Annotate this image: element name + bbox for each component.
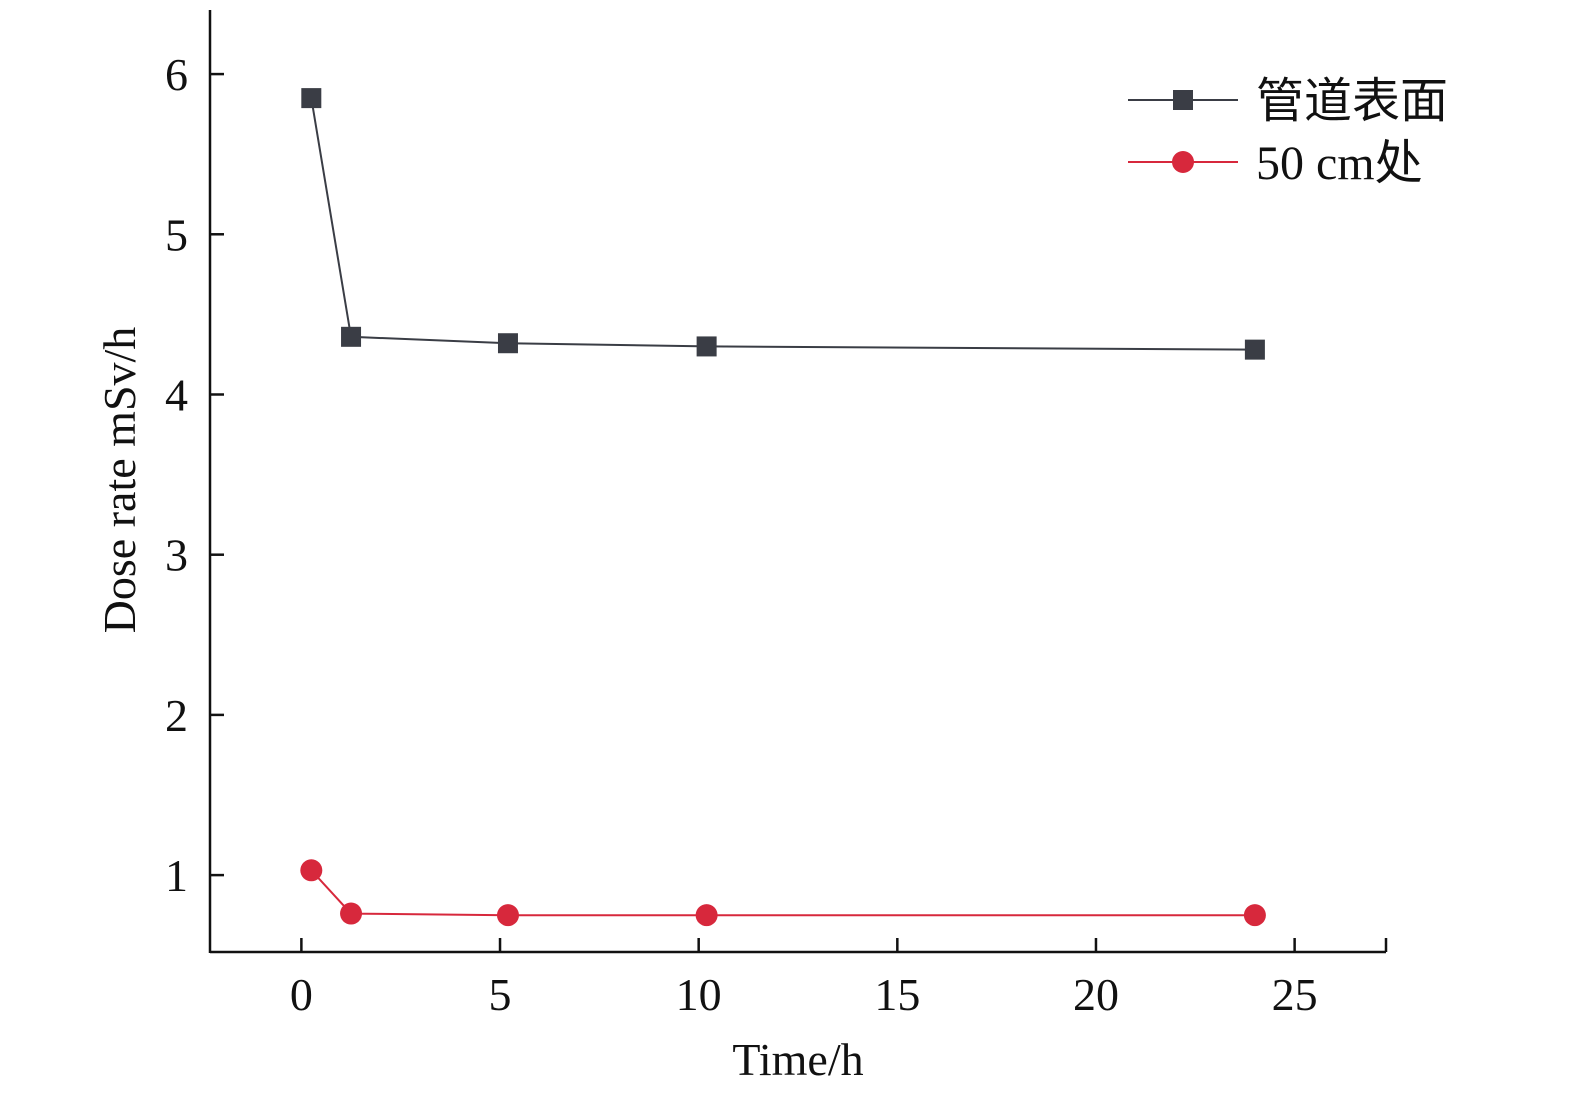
data-point	[696, 336, 717, 357]
series-layer	[300, 88, 1266, 927]
series-1	[301, 88, 1265, 360]
data-point	[695, 904, 718, 927]
x-tick-label: 20	[1073, 969, 1119, 1020]
data-point	[496, 904, 519, 927]
data-point	[341, 326, 362, 347]
x-tick-label: 10	[676, 969, 722, 1020]
y-ticks: 1 2 3 4 5 6	[165, 49, 224, 901]
data-point	[497, 333, 518, 354]
legend-item-1: 管道表面	[1128, 75, 1448, 128]
data-point	[1244, 339, 1265, 360]
legend-item-2: 50 cm处	[1128, 137, 1423, 190]
y-tick-label: 6	[165, 49, 188, 100]
x-axis-label: Time/h	[732, 1034, 863, 1085]
y-axis-label: Dose rate mSv/h	[94, 327, 145, 634]
series-line	[310, 869, 1255, 917]
legend-label: 管道表面	[1256, 75, 1448, 128]
y-tick-label: 5	[165, 209, 188, 260]
x-tick-label: 25	[1272, 969, 1318, 1020]
data-point	[300, 859, 323, 882]
x-ticks: 0 5 10 15 20 25	[290, 938, 1318, 1020]
legend-marker	[1172, 151, 1194, 173]
legend-label: 50 cm处	[1256, 137, 1423, 190]
y-tick-label: 1	[165, 850, 188, 901]
x-tick-label: 5	[489, 969, 512, 1020]
x-tick-label: 15	[874, 969, 920, 1020]
legend: 管道表面 50 cm处	[1128, 75, 1448, 190]
data-point	[1243, 904, 1266, 927]
data-point	[301, 88, 322, 109]
x-tick-label: 0	[290, 969, 313, 1020]
y-tick-label: 2	[165, 690, 188, 741]
series-line	[310, 97, 1255, 351]
data-point	[340, 902, 363, 925]
series-2	[300, 859, 1266, 927]
legend-marker	[1173, 90, 1193, 110]
y-tick-label: 4	[165, 369, 188, 420]
y-tick-label: 3	[165, 530, 188, 581]
axes	[208, 10, 1388, 954]
